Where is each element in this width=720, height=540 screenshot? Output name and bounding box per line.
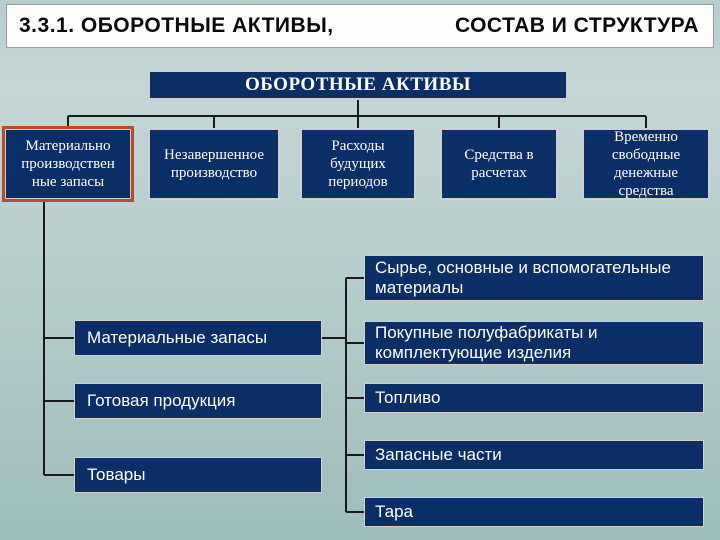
child-label: Материально производствен ные запасы bbox=[12, 137, 124, 191]
right-item-4: Тара bbox=[364, 497, 704, 527]
right-item-0: Сырье, основные и вспомогательные матери… bbox=[364, 255, 704, 301]
right-item-label: Тара bbox=[375, 502, 413, 522]
left-item-label: Готовая продукция bbox=[87, 391, 235, 411]
left-item-1: Готовая продукция bbox=[74, 383, 322, 419]
child-label: Средства в расчетах bbox=[448, 146, 550, 182]
right-item-label: Сырье, основные и вспомогательные матери… bbox=[375, 258, 703, 297]
child-node-2: Расходы будущих периодов bbox=[300, 128, 416, 200]
child-node-0: Материально производствен ные запасы bbox=[4, 128, 132, 200]
right-item-2: Топливо bbox=[364, 383, 704, 413]
root-node: ОБОРОТНЫЕ АКТИВЫ bbox=[148, 70, 568, 100]
child-node-1: Незавершенное производство bbox=[148, 128, 280, 200]
child-node-3: Средства в расчетах bbox=[440, 128, 558, 200]
child-label: Временно свободные денежные средства bbox=[590, 128, 702, 200]
right-item-label: Топливо bbox=[375, 388, 440, 408]
right-item-label: Запасные части bbox=[375, 445, 502, 465]
child-node-4: Временно свободные денежные средства bbox=[582, 128, 710, 200]
left-item-label: Товары bbox=[87, 465, 145, 485]
title-text-left: 3.3.1. ОБОРОТНЫЕ АКТИВЫ, bbox=[19, 14, 334, 38]
root-label: ОБОРОТНЫЕ АКТИВЫ bbox=[245, 74, 471, 96]
left-item-label: Материальные запасы bbox=[87, 328, 267, 348]
title-text-right: СОСТАВ И СТРУКТУРА bbox=[455, 14, 701, 38]
child-label: Незавершенное производство bbox=[156, 146, 272, 182]
child-label: Расходы будущих периодов bbox=[308, 137, 408, 191]
title-bar: 3.3.1. ОБОРОТНЫЕ АКТИВЫ, СОСТАВ И СТРУКТ… bbox=[6, 4, 714, 48]
right-item-3: Запасные части bbox=[364, 440, 704, 470]
left-item-2: Товары bbox=[74, 457, 322, 493]
left-item-0: Материальные запасы bbox=[74, 320, 322, 356]
right-item-1: Покупные полуфабрикаты и комплектующие и… bbox=[364, 321, 704, 365]
right-item-label: Покупные полуфабрикаты и комплектующие и… bbox=[375, 323, 703, 362]
